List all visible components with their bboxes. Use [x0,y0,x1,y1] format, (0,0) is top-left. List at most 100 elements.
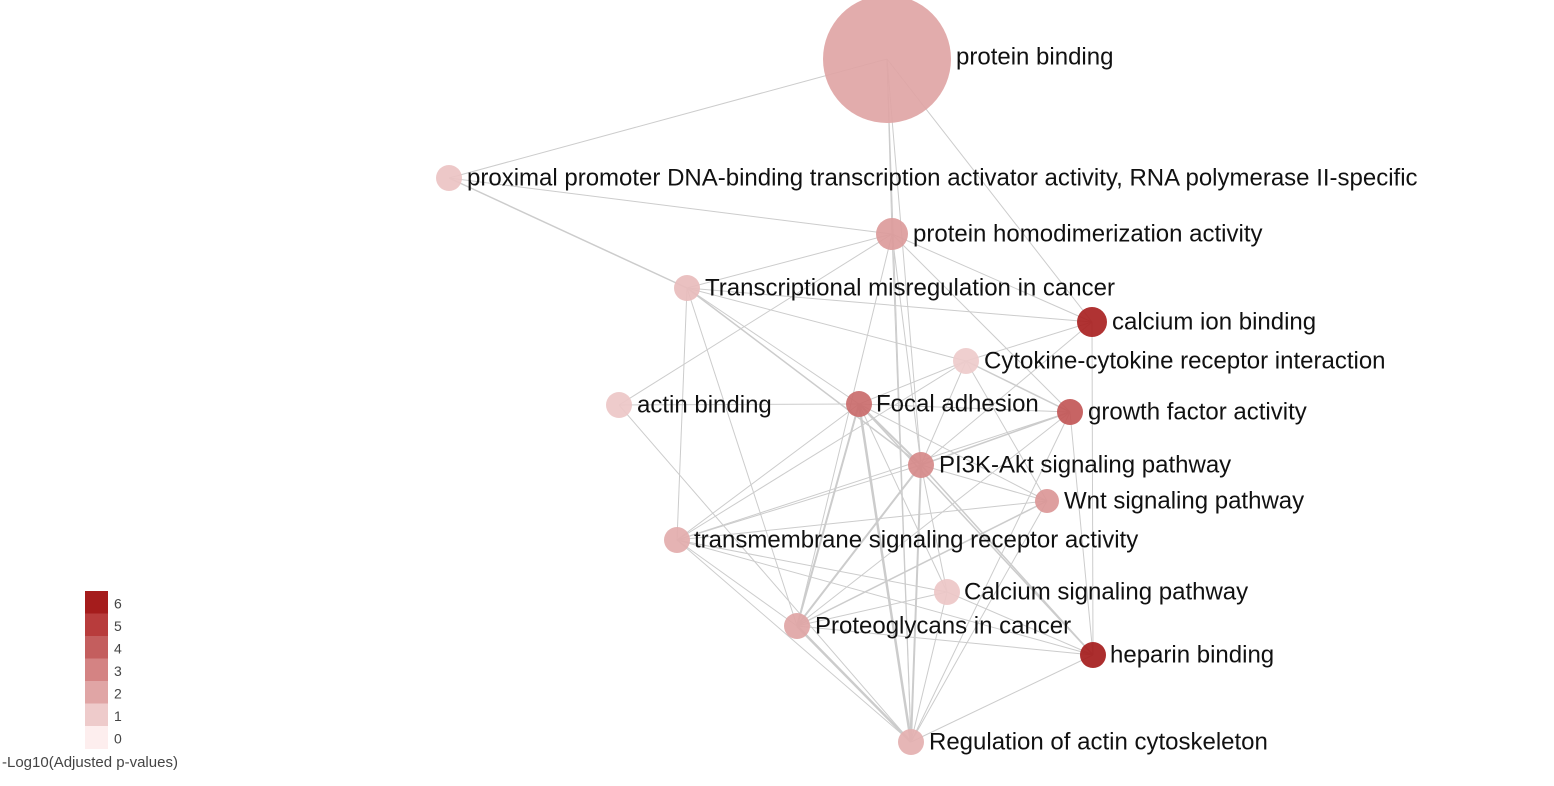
node-circle[interactable] [823,0,951,123]
edge-transcriptional_misregulation-pi3k_akt [686,287,922,466]
node-wnt-signaling[interactable]: Wnt signaling pathway [1035,488,1304,515]
node-proteoglycans[interactable]: Proteoglycans in cancer [784,613,1071,640]
edge-protein_homodimerization-growth_factor_activity [891,233,1071,413]
edge-calcium_ion_binding-cytokine_receptor [965,321,1093,362]
edge-transmembrane_receptor-calcium_signaling [676,539,948,593]
edge-calcium_signaling-heparin_binding [946,591,1094,656]
node-circle[interactable] [674,275,700,301]
legend-label: 4 [114,640,122,656]
edge-wnt_signaling-transmembrane_receptor [676,500,1048,541]
legend-label: 1 [114,708,122,724]
edge-growth_factor_activity-pi3k_akt [920,411,1071,466]
node-protein-homodimerization[interactable]: protein homodimerization activity [876,218,1263,250]
node-circle[interactable] [876,218,908,250]
edge-transmembrane_receptor-heparin_binding [676,539,1094,656]
edge-proteoglycans-regulation_actin [796,625,912,743]
edge-protein_homodimerization-pi3k_akt [891,233,922,466]
edge-protein_homodimerization-proteoglycans [796,233,893,627]
node-circle[interactable] [1057,399,1083,425]
edge-wnt_signaling-regulation_actin [910,500,1048,743]
node-label: Calcium signaling pathway [964,579,1248,606]
edge-calcium_signaling-regulation_actin [910,591,948,743]
node-label: growth factor activity [1088,399,1307,426]
node-calcium-ion-binding[interactable]: calcium ion binding [1077,307,1316,337]
node-circle[interactable] [664,527,690,553]
edge-focal_adhesion-transmembrane_receptor [676,403,860,541]
edge-cytokine_receptor-growth_factor_activity [965,360,1071,413]
legend-swatch [85,613,108,637]
node-transmembrane-receptor[interactable]: transmembrane signaling receptor activit… [664,527,1138,554]
edge-proximal_promoter-protein_homodimerization [448,177,893,235]
edge-cytokine_receptor-focal_adhesion [858,360,967,405]
edge-actin_binding-regulation_actin [618,404,912,743]
node-growth-factor-activity[interactable]: growth factor activity [1057,399,1307,426]
node-circle[interactable] [1035,489,1059,513]
node-circle[interactable] [606,392,632,418]
node-label: Transcriptional misregulation in cancer [705,275,1115,302]
node-circle[interactable] [908,452,934,478]
node-proximal-promoter[interactable]: proximal promoter DNA-binding transcript… [436,165,1418,192]
node-label: PI3K-Akt signaling pathway [939,452,1231,479]
node-cytokine-receptor[interactable]: Cytokine-cytokine receptor interaction [953,348,1386,375]
edge-pi3k_akt-heparin_binding [920,464,1094,656]
edge-protein_homodimerization-regulation_actin [891,233,912,743]
node-circle[interactable] [953,348,979,374]
edge-protein_homodimerization-transcriptional_misregulation [686,233,893,289]
edge-growth_factor_activity-proteoglycans [796,411,1071,627]
node-protein-binding[interactable]: protein binding [823,0,1113,123]
node-circle[interactable] [436,165,462,191]
node-label: protein homodimerization activity [913,221,1263,248]
node-heparin-binding[interactable]: heparin binding [1080,642,1274,669]
edge-pi3k_akt-regulation_actin [910,464,922,743]
edge-growth_factor_activity-heparin_binding [1069,411,1094,656]
edge-heparin_binding-regulation_actin [910,654,1094,743]
edge-pi3k_akt-proteoglycans [796,464,922,627]
legend-swatch [85,658,108,682]
node-circle[interactable] [846,391,872,417]
edge-calcium_ion_binding-heparin_binding [1091,321,1094,656]
edge-transmembrane_receptor-regulation_actin [676,539,912,743]
node-circle[interactable] [784,613,810,639]
node-transcriptional-misregulation[interactable]: Transcriptional misregulation in cancer [674,275,1115,302]
node-actin-binding[interactable]: actin binding [606,392,772,419]
node-label: proximal promoter DNA-binding transcript… [467,165,1418,192]
node-layer: protein binding proximal promoter DNA-bin… [436,0,1418,756]
node-regulation-actin[interactable]: Regulation of actin cytoskeleton [898,729,1268,756]
edge-focal_adhesion-growth_factor_activity [858,403,1071,413]
edge-protein_homodimerization-actin_binding [618,233,893,406]
node-circle[interactable] [898,729,924,755]
node-label: Proteoglycans in cancer [815,613,1071,640]
node-label: transmembrane signaling receptor activit… [694,527,1138,554]
edge-transcriptional_misregulation-focal_adhesion [686,287,860,405]
legend-label: 2 [114,685,122,701]
edge-cytokine_receptor-pi3k_akt [920,360,967,466]
node-pi3k-akt[interactable]: PI3K-Akt signaling pathway [908,452,1231,479]
edge-cytokine_receptor-wnt_signaling [965,360,1048,502]
edge-transcriptional_misregulation-cytokine_receptor [686,287,967,362]
edge-pi3k_akt-transmembrane_receptor [676,464,922,541]
node-label: Focal adhesion [876,391,1039,418]
node-circle[interactable] [1080,642,1106,668]
edge-growth_factor_activity-transmembrane_receptor [676,411,1071,541]
node-label: Cytokine-cytokine receptor interaction [984,348,1386,375]
legend-swatch [85,636,108,659]
node-calcium-signaling[interactable]: Calcium signaling pathway [934,579,1248,606]
edge-focal_adhesion-proteoglycans [796,403,860,627]
legend-title: -Log10(Adjusted p-values) [2,754,178,771]
edge-calcium_signaling-proteoglycans [796,591,948,627]
edge-pi3k_akt-wnt_signaling [920,464,1048,502]
node-label: actin binding [637,392,772,419]
node-circle[interactable] [1077,307,1107,337]
node-focal-adhesion[interactable]: Focal adhesion [846,391,1039,418]
legend-swatch [85,681,108,704]
edge-transcriptional_misregulation-proteoglycans [686,287,798,627]
node-label: Regulation of actin cytoskeleton [929,729,1268,756]
edge-protein_binding-proximal_promoter [448,58,888,179]
legend-swatch [85,591,108,614]
edge-cytokine_receptor-transmembrane_receptor [676,360,967,541]
legend-label: 5 [114,618,122,634]
edge-transcriptional_misregulation-calcium_ion_binding [686,287,1093,323]
edge-protein_binding-pi3k_akt [886,58,922,466]
node-circle[interactable] [934,579,960,605]
